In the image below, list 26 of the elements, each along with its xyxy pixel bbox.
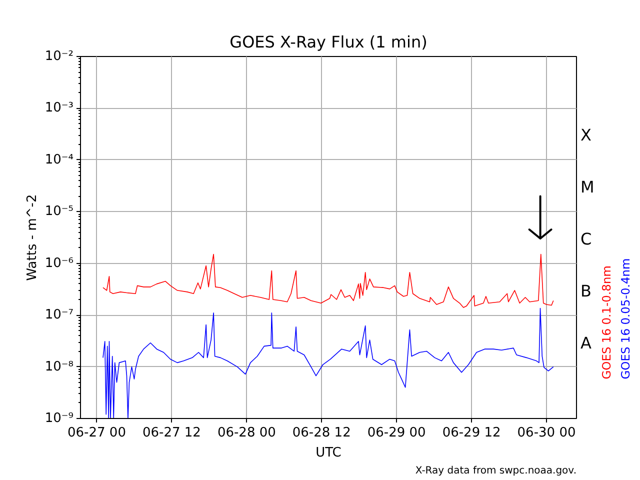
x-tick-label: 06-27 00 [68, 426, 126, 440]
text: C [580, 229, 592, 248]
text: GOES 16 0.05-0.4nm [618, 258, 632, 380]
text: M [580, 177, 594, 196]
y-tick-label: 10⁻⁶ [44, 256, 74, 271]
y-tick-label: 10⁻⁸ [44, 359, 74, 374]
x-tick-label: 06-28 00 [217, 426, 276, 440]
text: X [580, 125, 592, 144]
y-tick-label: 10⁻⁹ [44, 411, 74, 426]
x-tick-label: 06-27 12 [142, 426, 201, 440]
y-tick-label: 10⁻⁴ [44, 152, 74, 168]
text: B [580, 281, 592, 300]
x-tick-label: 06-29 00 [367, 426, 426, 440]
y-tick-label: 10⁻⁵ [44, 204, 74, 220]
y-tick-label: 10⁻² [44, 49, 74, 64]
text: X-Ray data from swpc.noaa.gov. [415, 466, 577, 476]
x-axis-title: UTC [316, 446, 342, 460]
y-tick-label: 10⁻³ [44, 100, 74, 116]
y-axis-title: Watts - m^-2 [24, 194, 40, 281]
y-tick-label: 10⁻⁷ [44, 308, 74, 323]
text: A [580, 333, 592, 352]
text: GOES 16 0.1-0.8nm [600, 266, 614, 380]
chart-title: GOES X-Ray Flux (1 min) [230, 32, 428, 52]
x-tick-label: 06-30 00 [517, 426, 576, 440]
x-tick-label: 06-29 12 [442, 426, 501, 440]
x-tick-label: 06-28 12 [292, 426, 351, 440]
